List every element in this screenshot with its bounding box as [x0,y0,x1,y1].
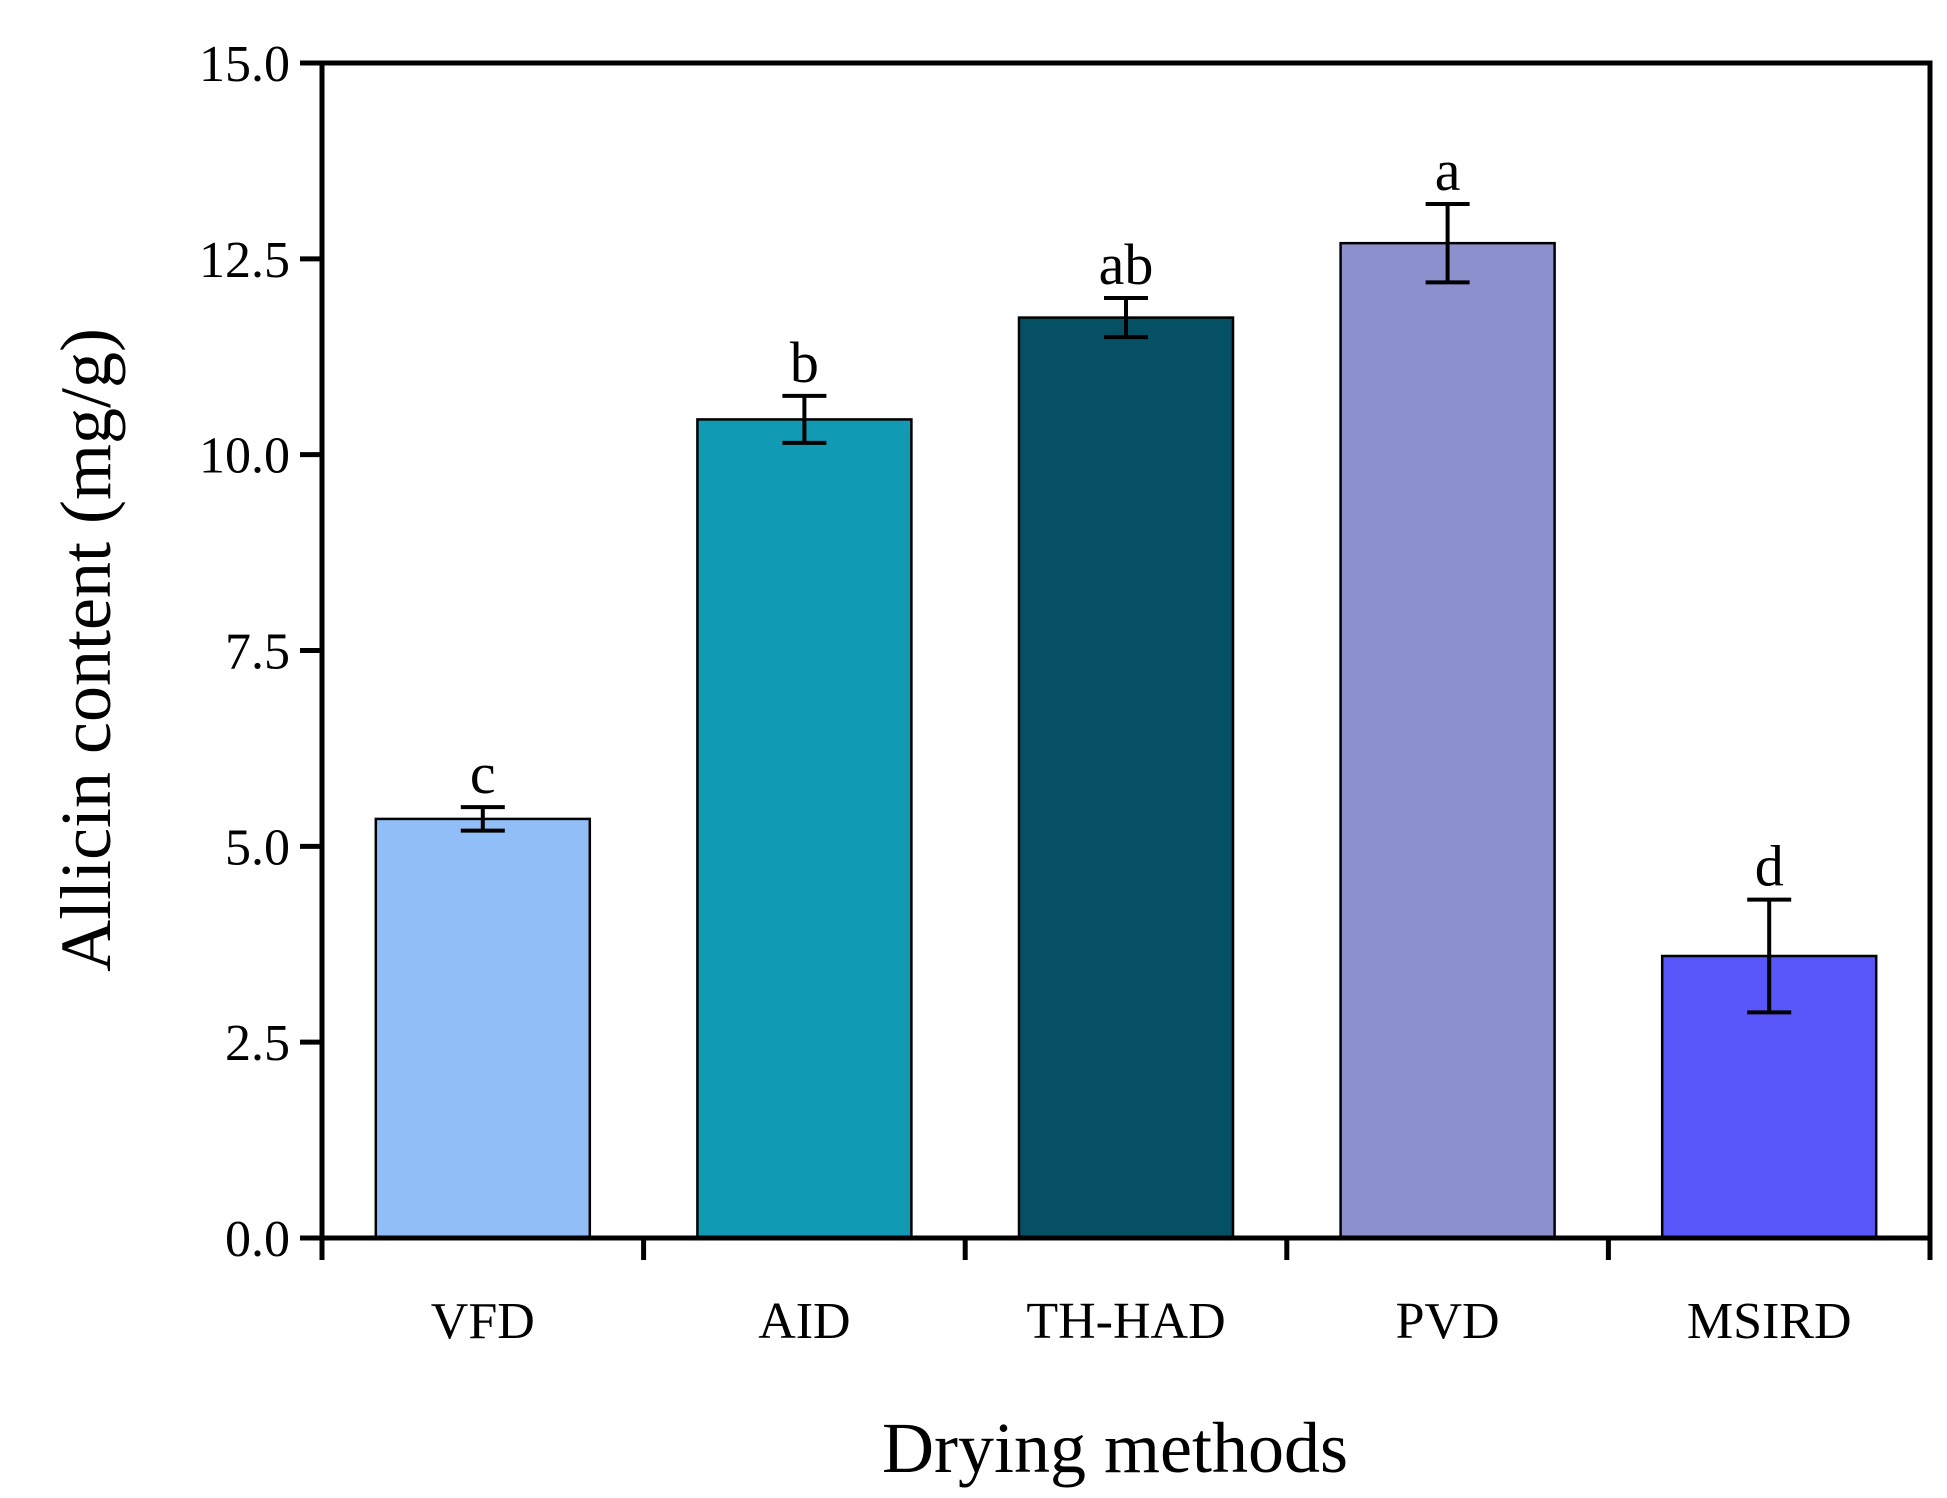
y-tick-label: 0.0 [225,1211,290,1268]
error-bar-msird [1747,897,1792,1015]
y-axis-ticks: 0.0 2.5 5.0 7.5 10.0 12.5 15.0 [199,36,322,1268]
error-bar-pvd [1425,202,1470,285]
significance-label: b [790,330,819,395]
error-bar-vfd [460,805,505,833]
significance-label: a [1435,138,1461,203]
error-bar-aid [782,393,827,445]
x-tick-label-pvd: PVD [1396,1293,1500,1350]
bars-layer [374,241,1878,1240]
y-tick-label: 10.0 [199,428,290,485]
significance-label: ab [1099,232,1154,297]
x-tick-label-th-had: TH-HAD [1026,1293,1225,1350]
bar-aid [696,418,913,1240]
bar-th-had [1017,316,1235,1240]
y-tick-label: 12.5 [199,232,290,289]
x-axis-ticks: VFD AID TH-HAD PVD MSIRD [319,1238,1933,1350]
y-tick-label: 7.5 [225,624,290,681]
y-tick-label: 2.5 [225,1015,290,1072]
error-bars-layer [460,202,1792,1015]
significance-label: d [1755,834,1784,899]
significance-label: c [470,741,496,806]
y-tick-label: 5.0 [225,819,290,876]
x-axis-title: Drying methods [882,1408,1348,1488]
bar-pvd [1339,241,1556,1240]
x-tick-label-aid: AID [758,1293,850,1350]
y-axis-title: Allicin content (mg/g) [46,328,126,972]
x-tick-label-msird: MSIRD [1687,1293,1852,1350]
y-tick-label: 15.0 [199,36,290,93]
bar-vfd [374,817,592,1240]
error-bar-th-had [1104,296,1148,340]
significance-labels-layer: c b ab a d [470,138,1784,899]
x-tick-label-vfd: VFD [431,1293,535,1350]
